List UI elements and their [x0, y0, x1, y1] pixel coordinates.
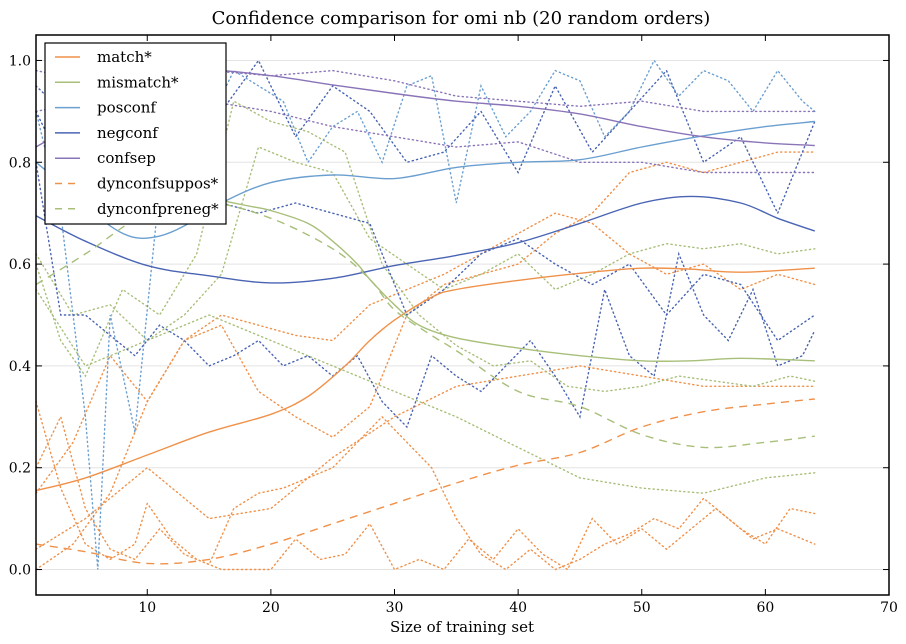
- ticks: 10 20 30 40 50 60 70 0.0 0.2 0.4 0.6 0.8 1.0: [9, 35, 898, 616]
- y-tick-label: 1.0: [9, 53, 31, 69]
- legend-label: mismatch*: [97, 73, 179, 91]
- x-tick-label: 10: [138, 600, 156, 616]
- dotted-series-line-1: [35, 414, 816, 571]
- x-tick-label: 20: [262, 600, 280, 616]
- dotted-series-line-8: [35, 59, 816, 570]
- dotted-series-line-9: [35, 161, 816, 429]
- x-tick-label: 70: [880, 600, 898, 616]
- dotted-series-line-7: [35, 288, 816, 494]
- series-line-dynconfpreneg: [35, 202, 815, 449]
- x-axis-label: Size of training set: [390, 618, 534, 636]
- legend-label: negconf: [97, 124, 159, 142]
- plot-frame: [35, 34, 890, 596]
- series-line-negconf: [35, 195, 816, 284]
- legend-label: match*: [97, 48, 152, 66]
- y-tick-label: 0.8: [9, 155, 31, 171]
- x-tick-label: 50: [633, 600, 651, 616]
- dotted-series-line-4: [35, 365, 816, 550]
- dotted-series-line-0: [35, 400, 816, 571]
- legend-label: confsep: [97, 149, 156, 167]
- x-tick-label: 60: [756, 600, 774, 616]
- x-tick-label: 30: [386, 600, 404, 616]
- legend: match* mismatch* posconf negconf confsep dync…: [44, 42, 227, 225]
- y-tick-label: 0.2: [9, 461, 31, 477]
- dotted-series-line-10: [35, 110, 816, 342]
- chart-title: Confidence comparison for omi nb (20 ran…: [212, 8, 711, 29]
- series-line-match: [35, 267, 815, 492]
- dotted-series-line-6: [35, 146, 816, 342]
- legend-label: posconf: [97, 99, 157, 117]
- legend-label: dynconfsuppos*: [97, 175, 219, 193]
- x-tick-label: 40: [509, 600, 527, 616]
- legend-label: dynconfpreneg*: [97, 200, 219, 218]
- y-tick-label: 0.6: [9, 257, 31, 273]
- y-tick-label: 0.4: [9, 359, 31, 375]
- series-line-mismatch: [208, 197, 815, 363]
- y-tick-label: 0.0: [9, 563, 31, 579]
